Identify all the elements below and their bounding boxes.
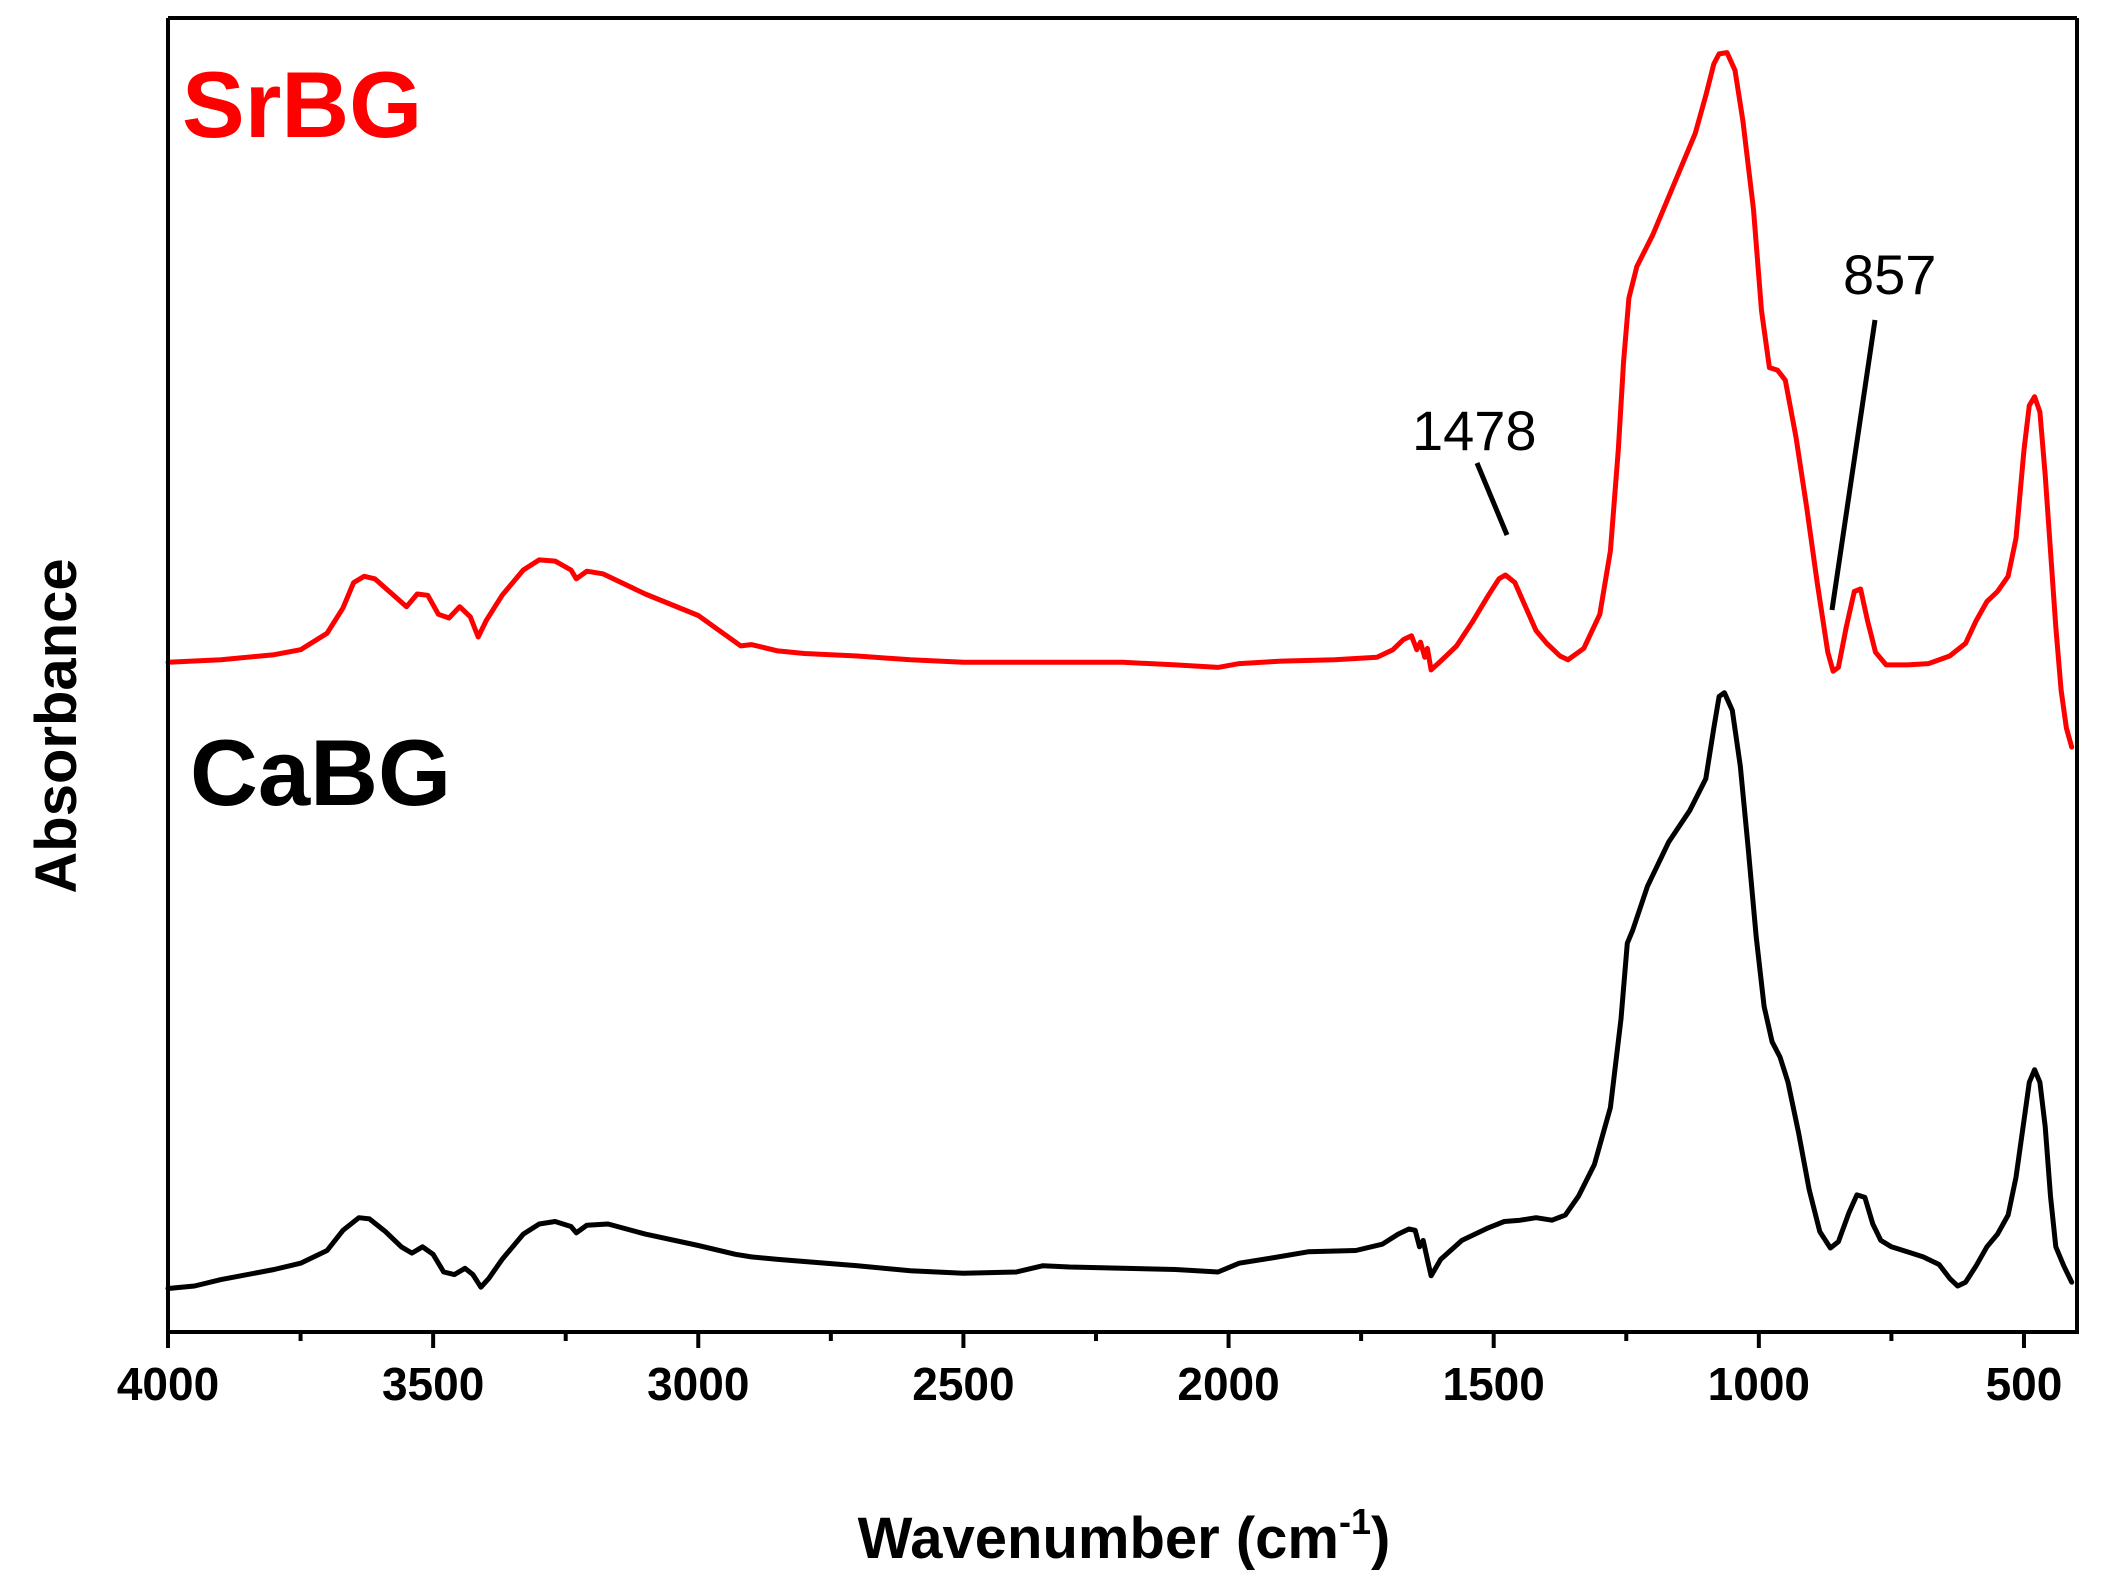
x-tick-label-4000: 4000 (117, 1358, 219, 1410)
y-axis-title: Absorbance (24, 558, 89, 893)
x-tick-label-2000: 2000 (1177, 1358, 1279, 1410)
series-label-srbg: SrBG (182, 52, 422, 157)
axes: 4000 3500 3000 2500 2000 1500 1000 500 (117, 16, 2079, 1410)
series-line-srbg (165, 50, 2075, 750)
x-axis-title-main: Wavenumber (cm (858, 1506, 1339, 1571)
x-tick-label-1000: 1000 (1708, 1358, 1810, 1410)
series-label-cabg: CaBG (190, 720, 451, 825)
x-tick-label-500: 500 (1986, 1358, 2063, 1410)
annotation-leader-857 (1829, 319, 1878, 611)
plot-area (165, 50, 2075, 1291)
x-axis-title: Wavenumber (cm-1) (858, 1501, 1391, 1571)
x-tick-label-3500: 3500 (382, 1358, 484, 1410)
x-tick-label-1500: 1500 (1443, 1358, 1545, 1410)
x-axis-title-suffix: ) (1371, 1506, 1390, 1571)
annotation-leader-1478 (1474, 462, 1510, 536)
series-line-cabg (165, 690, 2075, 1291)
x-tick-label-3000: 3000 (647, 1358, 749, 1410)
annotation-857: 857 (1843, 243, 1936, 306)
x-tick-label-2500: 2500 (912, 1358, 1014, 1410)
x-axis-title-sup: -1 (1339, 1501, 1371, 1542)
annotation-1478: 1478 (1412, 399, 1537, 462)
